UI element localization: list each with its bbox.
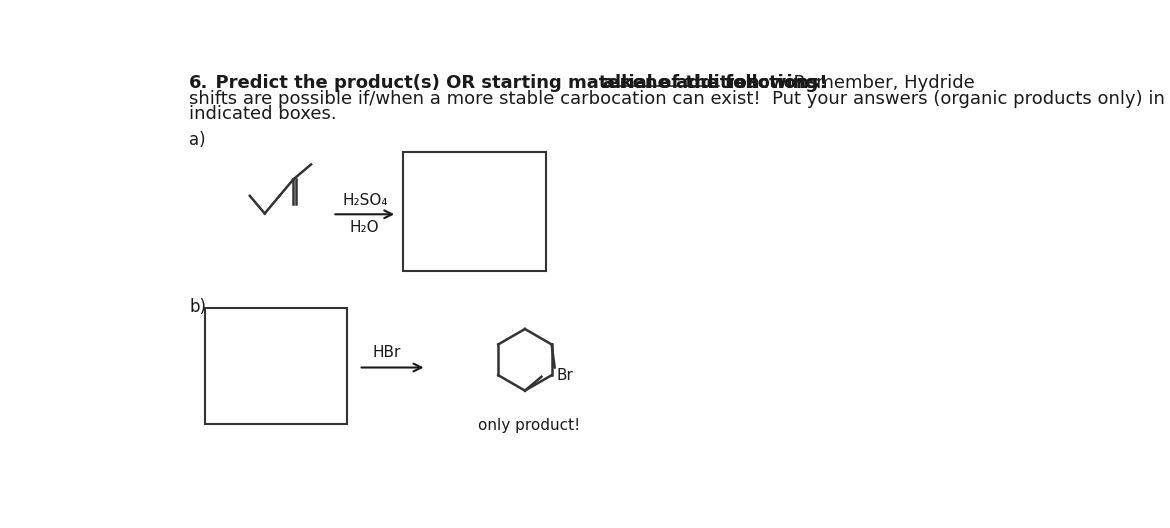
- Text: indicated boxes.: indicated boxes.: [190, 105, 337, 123]
- Text: HBr: HBr: [372, 345, 400, 360]
- Text: shifts are possible if/when a more stable carbocation can exist!  Put your answe: shifts are possible if/when a more stabl…: [190, 90, 1170, 108]
- Bar: [205, 308, 347, 423]
- Text: only product!: only product!: [477, 418, 580, 432]
- Text: Predict the product(s) OR starting material of the following: Predict the product(s) OR starting mater…: [204, 74, 825, 92]
- Text: H₂O: H₂O: [350, 221, 379, 235]
- Text: b): b): [190, 298, 206, 316]
- Text: Remember, Hydride: Remember, Hydride: [782, 74, 975, 92]
- Bar: [404, 152, 545, 271]
- Text: a): a): [190, 131, 206, 149]
- Text: H₂SO₄: H₂SO₄: [342, 193, 387, 208]
- Text: alkene addition: alkene addition: [604, 74, 760, 92]
- Text: 6.: 6.: [190, 74, 208, 92]
- Text: reactions!: reactions!: [720, 74, 827, 92]
- Text: Br: Br: [556, 369, 573, 383]
